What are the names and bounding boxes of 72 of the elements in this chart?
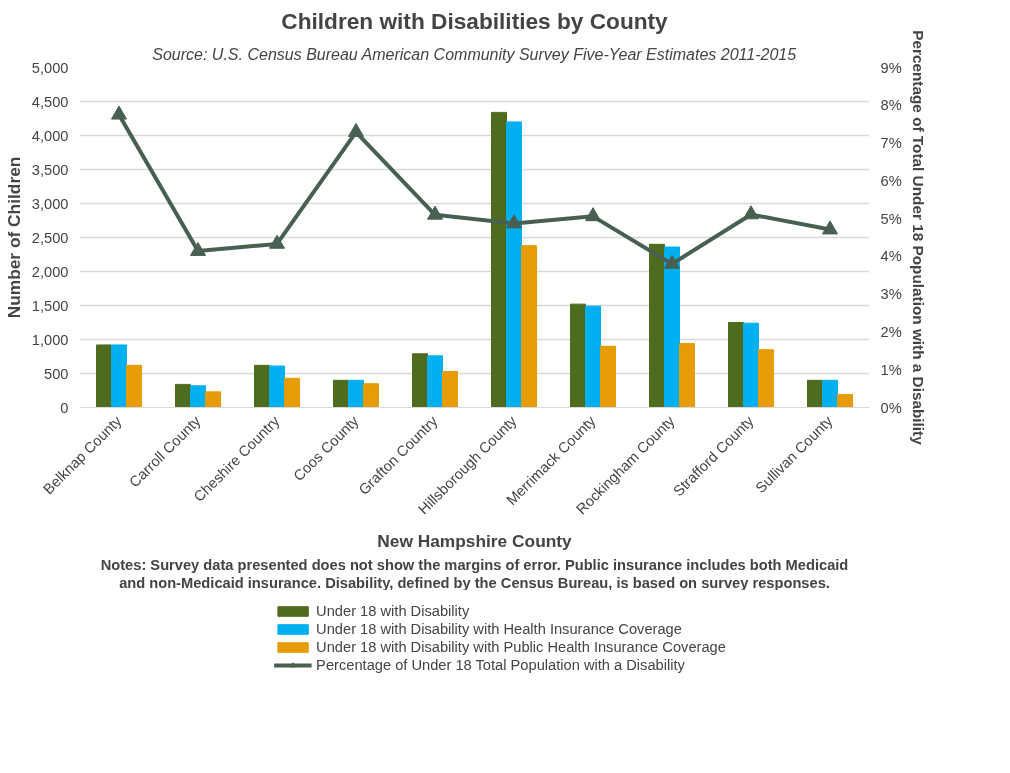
bar [253, 364, 270, 408]
point [585, 207, 601, 222]
y2-tick-label: 9% [880, 59, 902, 76]
y-tick-label: 1,500 [31, 297, 69, 314]
point [506, 214, 522, 229]
point [664, 254, 680, 269]
y2-tick-label: 4% [880, 248, 902, 265]
y-tick-label: 5,000 [31, 59, 69, 76]
y-tick-label: 3,500 [31, 161, 69, 178]
y2-tick-label: 3% [880, 286, 902, 303]
y2-tick-label: 8% [880, 97, 902, 114]
bar [584, 305, 602, 408]
bar [111, 344, 127, 408]
y2-axis-title: Percentage of Total Under 18 Population with a Disability [909, 30, 927, 446]
y-tick-label: 3,000 [31, 195, 69, 212]
y2-tick-label: 5% [880, 210, 902, 227]
bar [600, 345, 617, 408]
bar [758, 349, 775, 408]
bar [505, 121, 523, 408]
bar [126, 364, 143, 408]
y-tick-label: 1,000 [31, 331, 69, 348]
bar [727, 322, 744, 408]
text: Notes: Survey data presented does not show the margins of error. Public insurance includes both Medicaid [100, 556, 849, 573]
bar [95, 344, 112, 408]
y2-tick-label: 2% [880, 323, 902, 340]
legend-label: Percentage of Under 18 Total Population with a Disability [316, 656, 685, 673]
y2-tick-label: 1% [880, 361, 902, 378]
x-axis-title: New Hampshire County [377, 531, 573, 552]
bar [189, 385, 207, 408]
bar [284, 377, 301, 408]
point [111, 105, 127, 120]
point [743, 205, 759, 220]
point [348, 122, 364, 137]
legend-label: Under 18 with Disability with Health Insurance Coverage [316, 620, 682, 637]
y-tick-label: 4,500 [31, 93, 69, 110]
y2-tick-label: 0% [880, 399, 902, 416]
point [822, 220, 838, 235]
bar [363, 383, 380, 408]
point [269, 234, 285, 249]
y-tick-label: 0 [60, 399, 69, 416]
y2-tick-label: 7% [880, 135, 902, 152]
point [427, 205, 443, 220]
chart-title: Children with Disabilities by County [281, 7, 669, 34]
y-axis-title: Number of Children [3, 156, 24, 319]
bar [442, 370, 459, 408]
bar [426, 355, 444, 408]
y-tick-label: 500 [44, 365, 69, 382]
bar [663, 246, 681, 408]
bar [821, 379, 839, 408]
bar [268, 365, 286, 408]
bar [679, 343, 696, 408]
bar [806, 379, 823, 408]
y-tick-label: 2,500 [31, 229, 69, 246]
bar [205, 391, 222, 408]
y-tick-label: 4,000 [31, 127, 69, 144]
legend-label: Under 18 with Disability [316, 602, 470, 619]
y2-tick-label: 6% [880, 172, 902, 189]
bar [347, 379, 365, 408]
bar [332, 379, 349, 408]
text: and non-Medicaid insurance. Disability, defined by the Census Bureau, is based on survey responses. [119, 574, 830, 591]
bar [648, 243, 665, 408]
bar [174, 383, 191, 408]
bar [742, 322, 760, 408]
y-tick-label: 2,000 [31, 263, 69, 280]
bar [837, 394, 854, 408]
legend-label: Under 18 with Disability with Public Health Insurance Coverage [316, 638, 726, 655]
bar [569, 303, 586, 408]
chart-subtitle: Source: U.S. Census Bureau American Community Survey Five-Year Estimates 2011-2015 [152, 45, 797, 63]
bar [490, 111, 507, 408]
bar [521, 245, 538, 408]
bar [411, 353, 428, 408]
point [190, 241, 206, 256]
